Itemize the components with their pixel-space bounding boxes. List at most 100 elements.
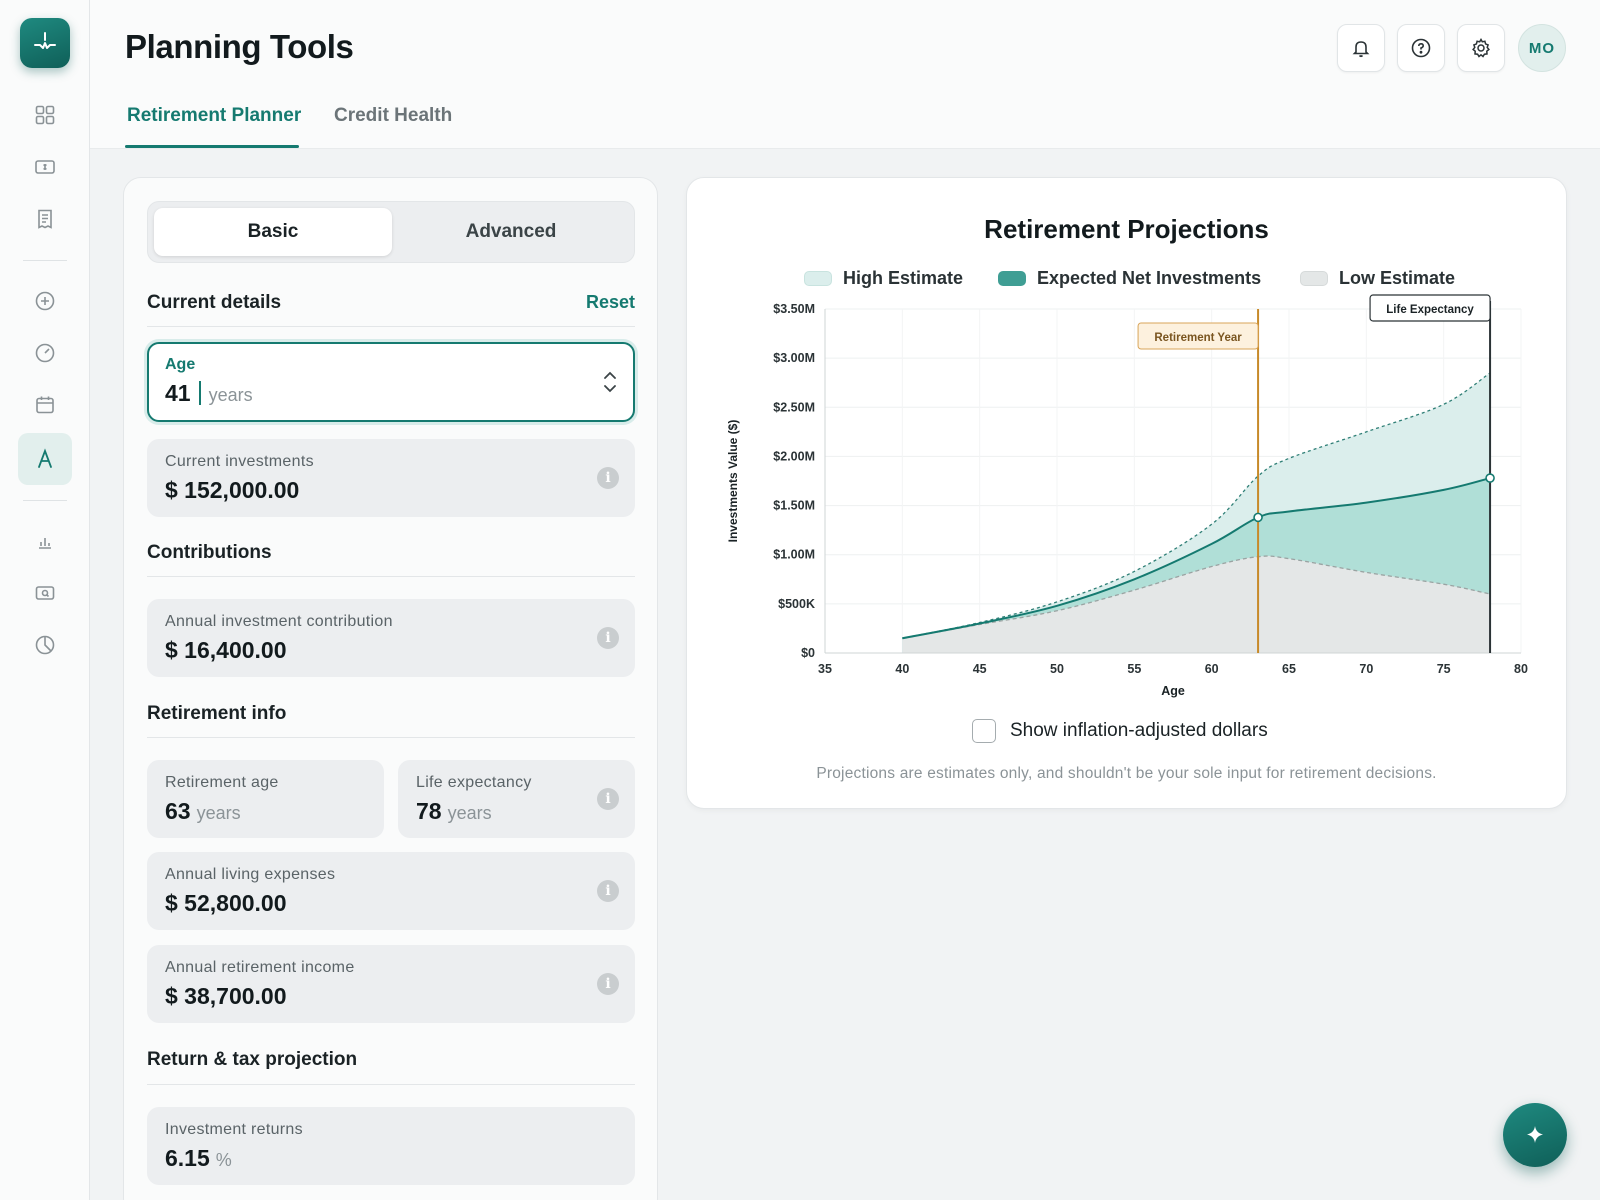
sidebar-divider (23, 500, 67, 501)
search-money-icon[interactable] (18, 567, 72, 619)
retirement-year-label: Retirement Year (1154, 332, 1242, 344)
age-unit: years (208, 385, 253, 405)
retirement-income-value: $ 38,700.00 (165, 983, 287, 1009)
x-tick-label: 55 (1127, 662, 1141, 676)
retirement-year-tag (1137, 322, 1259, 350)
tab-retirement-planner[interactable]: Retirement Planner (127, 105, 302, 126)
retirement-point (1253, 512, 1263, 523)
life-expectancy-label: Life expectancy (416, 774, 532, 791)
help-button[interactable] (1397, 24, 1445, 72)
legend-swatch-high (804, 271, 832, 286)
assistant-fab[interactable] (1503, 1103, 1567, 1167)
x-tick-label: 60 (1205, 662, 1219, 676)
info-icon[interactable]: i (597, 788, 619, 810)
low-estimate-area (902, 556, 1491, 653)
chart-title: Retirement Projections (984, 214, 1269, 244)
retirement-income-field[interactable]: Annual retirement income $ 38,700.00 i (147, 945, 635, 1023)
pie-chart-icon[interactable] (18, 619, 72, 671)
current-investments-field[interactable]: Current investments $ 152,000.00 i (147, 439, 635, 517)
section-title-retirement-info: Retirement info (147, 703, 287, 724)
tab-credit-health[interactable]: Credit Health (334, 105, 453, 126)
text-caret (198, 381, 201, 405)
help-icon (1411, 38, 1431, 58)
info-icon[interactable]: i (597, 467, 619, 489)
calendar-icon[interactable] (18, 379, 72, 431)
age-field[interactable]: Age 41 years (147, 342, 635, 422)
x-tick-label: 35 (818, 662, 832, 676)
x-tick-label: 70 (1359, 662, 1373, 676)
current-investments-label: Current investments (165, 453, 314, 470)
investment-returns-field[interactable]: Investment returns 6.15% (147, 1107, 635, 1185)
inflation-toggle[interactable]: Show inflation-adjusted dollars (972, 719, 1268, 743)
legend-item-expected[interactable]: Expected Net Investments (998, 268, 1261, 289)
y-tick-label: $3.00M (773, 351, 815, 365)
reset-button[interactable]: Reset (586, 292, 636, 312)
stepper-chevrons-icon[interactable] (601, 368, 619, 396)
dollar-bill-icon[interactable] (18, 141, 72, 193)
legend-item-high[interactable]: High Estimate (804, 268, 963, 289)
legend-swatch-expected (998, 271, 1026, 286)
notifications-button[interactable] (1337, 24, 1385, 72)
age-value-wrap: 41 years (165, 380, 253, 407)
settings-button[interactable] (1457, 24, 1505, 72)
projection-chart: Retirement Year Life Expectancy $0 $500K $1.… (726, 294, 1528, 698)
x-tick-label: 75 (1437, 662, 1451, 676)
planning-tools-icon[interactable] (18, 433, 72, 485)
living-expenses-label: Annual living expenses (165, 866, 336, 883)
annual-contribution-field[interactable]: Annual investment contribution $ 16,400.… (147, 599, 635, 677)
legend-item-low[interactable]: Low Estimate (1300, 268, 1455, 289)
life-expectancy-point (1485, 473, 1495, 483)
gauge-icon[interactable] (18, 327, 72, 379)
age-value: 41 (165, 380, 191, 406)
retirement-age-unit: years (196, 803, 241, 823)
section-title-contributions: Contributions (147, 542, 272, 563)
life-expectancy-value-wrap: 78 years (416, 798, 492, 825)
app-logo-icon[interactable] (20, 18, 70, 68)
y-tick-label: $0 (801, 646, 815, 660)
legend-swatch-low (1300, 271, 1328, 286)
x-tick-label: 45 (973, 662, 987, 676)
high-estimate-line (902, 372, 1491, 639)
bar-chart-icon[interactable] (18, 516, 72, 568)
y-tick-label: $1.50M (773, 499, 815, 513)
life-expectancy-value: 78 (416, 798, 442, 824)
active-tab-indicator (125, 145, 299, 148)
retirement-age-label: Retirement age (165, 774, 279, 791)
current-investments-value: $ 152,000.00 (165, 477, 300, 503)
y-tick-label: $2.00M (773, 449, 815, 463)
sidebar-divider (23, 260, 67, 261)
bell-icon (1352, 41, 1370, 58)
plus-circle-icon[interactable] (18, 275, 72, 327)
annual-contribution-value: $ 16,400.00 (165, 637, 287, 663)
user-avatar[interactable]: MO (1518, 24, 1566, 72)
section-divider (147, 737, 635, 738)
annual-contribution-label: Annual investment contribution (165, 613, 393, 630)
sidebar (0, 0, 90, 1200)
investment-returns-unit: % (215, 1150, 232, 1170)
page-header: Planning Tools Retirement Planner Credit… (90, 0, 1600, 149)
section-title-return-tax: Return & tax projection (147, 1049, 358, 1070)
y-axis-label: Investments Value ($) (726, 420, 740, 543)
retirement-age-field[interactable]: Retirement age 63 years (147, 760, 384, 838)
info-icon[interactable]: i (597, 627, 619, 649)
life-expectancy-label: Life Expectancy (1386, 304, 1474, 316)
retirement-age-value: 63 (165, 798, 191, 824)
info-icon[interactable]: i (597, 973, 619, 995)
investment-returns-label: Investment returns (165, 1121, 303, 1138)
y-tick-label: $1.00M (773, 548, 815, 562)
living-expenses-field[interactable]: Annual living expenses $ 52,800.00 i (147, 852, 635, 930)
advanced-mode-button[interactable]: Advanced (465, 221, 557, 242)
basic-mode-button[interactable]: Basic (154, 208, 392, 256)
low-estimate-line (902, 555, 1491, 639)
x-axis-label: Age (1161, 684, 1185, 698)
mode-toggle: Basic Advanced (147, 201, 635, 263)
receipt-icon[interactable] (18, 193, 72, 245)
x-tick-label: 40 (895, 662, 909, 676)
y-tick-label: $500K (778, 597, 815, 611)
section-title-current-details: Current details (147, 292, 282, 313)
inflation-checkbox[interactable] (972, 719, 996, 743)
legend-label-low: Low Estimate (1339, 268, 1456, 288)
dashboard-grid-icon[interactable] (18, 89, 72, 141)
life-expectancy-field[interactable]: Life expectancy 78 years i (398, 760, 635, 838)
info-icon[interactable]: i (597, 880, 619, 902)
